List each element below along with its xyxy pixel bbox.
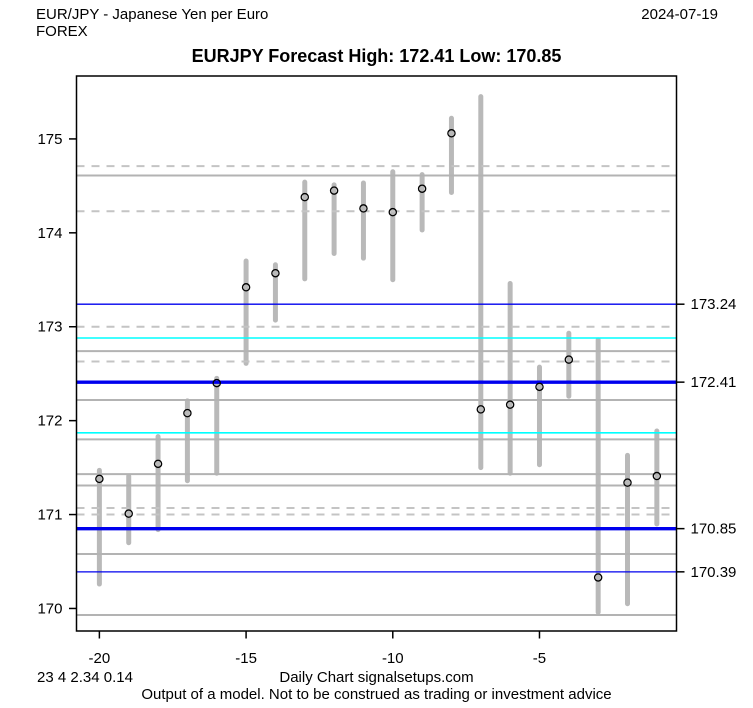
exchange-label: FOREX	[36, 23, 88, 40]
plot-frame	[75, 75, 678, 632]
y-axis-label: 171	[37, 507, 62, 524]
close-marker	[212, 378, 221, 388]
close-marker	[535, 382, 544, 392]
y-axis-label: 173	[37, 319, 62, 336]
close-marker	[329, 186, 339, 195]
x-axis-label: -10	[382, 650, 404, 667]
close-marker	[183, 408, 192, 418]
close-marker	[564, 355, 574, 364]
close-marker	[476, 405, 486, 414]
close-marker	[623, 478, 632, 487]
close-marker	[241, 283, 251, 292]
chart-date: 2024-07-19	[641, 6, 718, 23]
close-marker	[271, 268, 280, 278]
footer-stats: 23 4 2.34 0.14	[37, 669, 133, 686]
price-level-label: 172.41	[691, 374, 737, 391]
close-marker	[124, 509, 133, 518]
x-axis-label: -20	[89, 650, 111, 667]
forecast-title: EURJPY Forecast High: 172.41 Low: 170.85	[191, 46, 562, 66]
close-marker	[505, 400, 515, 409]
close-marker	[388, 207, 398, 217]
close-marker	[652, 471, 662, 481]
x-axis-label: -15	[235, 650, 257, 667]
footer-disclaimer: Output of a model. Not to be construed a…	[141, 686, 612, 703]
price-level-label: 170.85	[691, 521, 737, 538]
y-axis-label: 172	[37, 413, 62, 430]
close-marker	[417, 184, 427, 193]
y-axis-label: 175	[37, 131, 62, 148]
instrument-title: EUR/JPY - Japanese Yen per Euro	[36, 6, 269, 23]
close-marker	[593, 573, 603, 582]
close-marker	[300, 192, 310, 202]
close-marker	[95, 474, 104, 484]
x-axis-label: -5	[533, 650, 546, 667]
price-level-label: 173.24	[691, 296, 737, 313]
price-level-label: 170.39	[691, 564, 737, 581]
footer-source: Daily Chart signalsetups.com	[279, 669, 474, 686]
close-marker	[153, 459, 163, 469]
close-marker	[359, 204, 368, 213]
close-marker	[447, 129, 456, 138]
y-axis-label: 170	[37, 600, 62, 617]
y-axis-label: 174	[37, 225, 62, 242]
